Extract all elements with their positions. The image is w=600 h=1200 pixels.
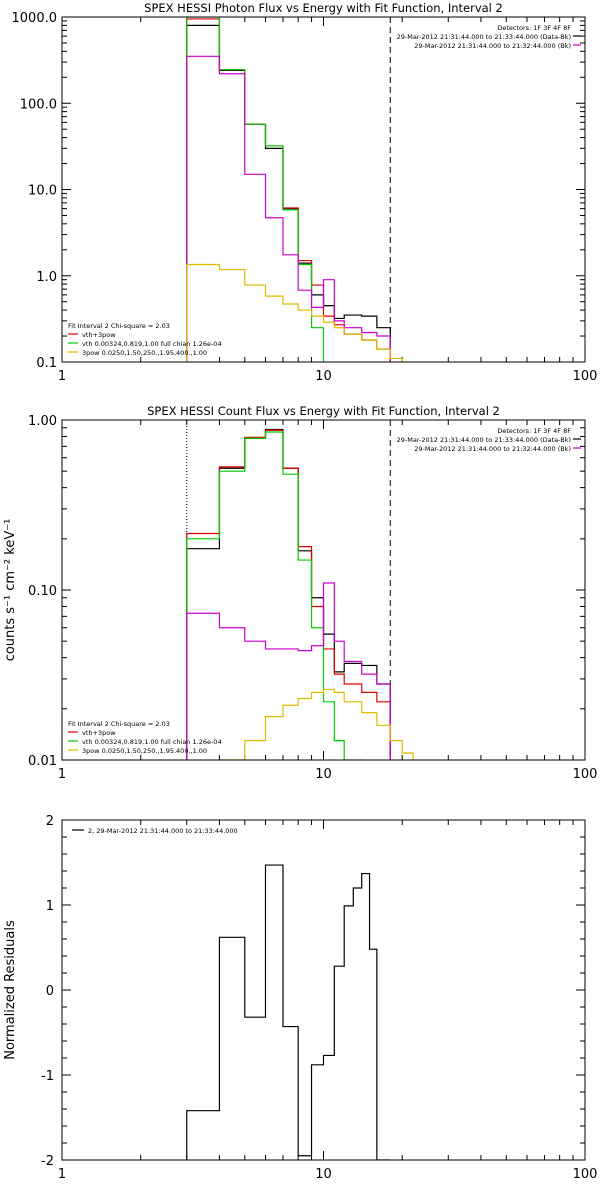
series-line-2 (186, 429, 391, 760)
y-axis: 0.1 1.0 10.0 100.0 1000.0 (12, 11, 585, 371)
plot-frame (61, 819, 586, 1161)
x-tick-label: 10 (315, 1167, 332, 1182)
legend-text: 29-Mar-2012 21:31:44.000 to 21:33:44.000… (397, 33, 571, 41)
y-tick-label: 1 (46, 899, 54, 914)
x-tick-label: 1 (58, 1167, 66, 1182)
chart-panel-2: SPEX HESSI Count Flux vs Energy with Fit… (3, 404, 598, 782)
series-line-3 (186, 431, 391, 760)
plot-frame (61, 419, 586, 761)
x-tick-label: 100 (573, 767, 598, 782)
series-line-1 (186, 428, 391, 760)
y-tick-label: 100.0 (20, 97, 57, 112)
series-line-1 (186, 864, 391, 1160)
legend-text: 29-Mar-2012 21:31:44.000 to 21:32:44.000… (414, 445, 571, 453)
y-tick-label: 0.01 (28, 754, 57, 769)
chart-panel-3: 1 10 100 -2 -1 0 1 2 Normalized Residuals 2, 29-M… (3, 814, 597, 1182)
y-tick-label: 10.0 (28, 184, 57, 199)
y-tick-label: 0.10 (28, 584, 57, 599)
legend-text: 2, 29-Mar-2012 21:31:44.000 to 21:33:44.… (88, 827, 238, 835)
legend-text: 29-Mar-2012 21:31:44.000 to 21:33:44.000… (397, 436, 571, 444)
x-tick-label: 1 (58, 767, 66, 782)
series-line-1 (186, 24, 391, 362)
y-axis-label: Normalized Residuals (3, 920, 18, 1060)
legend-text: vth 0.00324,0.819,1.00 full chian 1.26e-… (82, 738, 222, 746)
x-tick-label: 100 (573, 1167, 598, 1182)
y-tick-label: -1 (41, 1069, 54, 1084)
series-line-5 (186, 688, 424, 760)
y-axis: -2 -1 0 1 2 (41, 814, 585, 1169)
legend-text: Detectors: 1F 3F 4F 8F (497, 24, 571, 32)
y-axis: 0.01 0.10 1.00 (28, 414, 585, 769)
x-axis: 1 10 100 (58, 17, 598, 384)
chart-panel-1: SPEX HESSI Photon Flux vs Energy with Fi… (12, 1, 598, 384)
legend-top-right: 2, 29-Mar-2012 21:31:44.000 to 21:33:44.… (72, 827, 238, 835)
x-tick-label: 10 (315, 767, 332, 782)
legend-text: vth+3pow (82, 729, 116, 737)
series-line-2 (186, 18, 391, 362)
y-tick-label: 0 (46, 984, 54, 999)
y-tick-label: 1.00 (28, 414, 57, 429)
series-line-4 (186, 582, 391, 760)
series-line-5 (186, 263, 403, 362)
y-tick-label: 1000.0 (12, 11, 58, 26)
legend-text: Fit Interval 2 Chi-square = 2.03 (68, 322, 170, 330)
legend-text: Detectors: 1F 3F 4F 8F (497, 427, 571, 435)
series-line-3 (186, 17, 391, 362)
chart-title: SPEX HESSI Count Flux vs Energy with Fit… (147, 404, 500, 418)
x-tick-label: 100 (573, 369, 598, 384)
series-group (186, 428, 424, 760)
series-group (186, 17, 403, 362)
legend-text: vth 0.00324,0.819,1.00 full chian 1.26e-… (82, 340, 222, 348)
y-tick-label: -2 (41, 1154, 54, 1169)
y-tick-label: 0.1 (36, 356, 57, 371)
chart-title: SPEX HESSI Photon Flux vs Energy with Fi… (144, 1, 503, 15)
legend-bottom-left: Fit Interval 2 Chi-square = 2.03vth+3pow… (68, 720, 222, 755)
legend-text: 3pow 0.0250,1.50,250.,1.95,400.,1.00 (82, 747, 207, 755)
y-axis-label: counts s⁻¹ cm⁻² keV⁻¹ (3, 519, 18, 662)
y-tick-label: 2 (46, 814, 54, 829)
y-tick-label: 1.0 (36, 270, 57, 285)
x-tick-label: 10 (315, 369, 332, 384)
legend-text: 3pow 0.0250,1.50,250.,1.95,400.,1.00 (82, 349, 207, 357)
legend-text: Fit Interval 2 Chi-square = 2.03 (68, 720, 170, 728)
series-line-4 (186, 55, 391, 362)
legend-text: 29-Mar-2012 21:31:44.000 to 21:32:44.000… (414, 42, 571, 50)
series-group (186, 864, 391, 1160)
x-tick-label: 1 (58, 369, 66, 384)
legend-text: vth+3pow (82, 331, 116, 339)
plot-frame (61, 16, 586, 363)
x-axis: 1 10 100 (58, 820, 598, 1182)
legend-bottom-left: Fit Interval 2 Chi-square = 2.03vth+3pow… (68, 322, 222, 357)
